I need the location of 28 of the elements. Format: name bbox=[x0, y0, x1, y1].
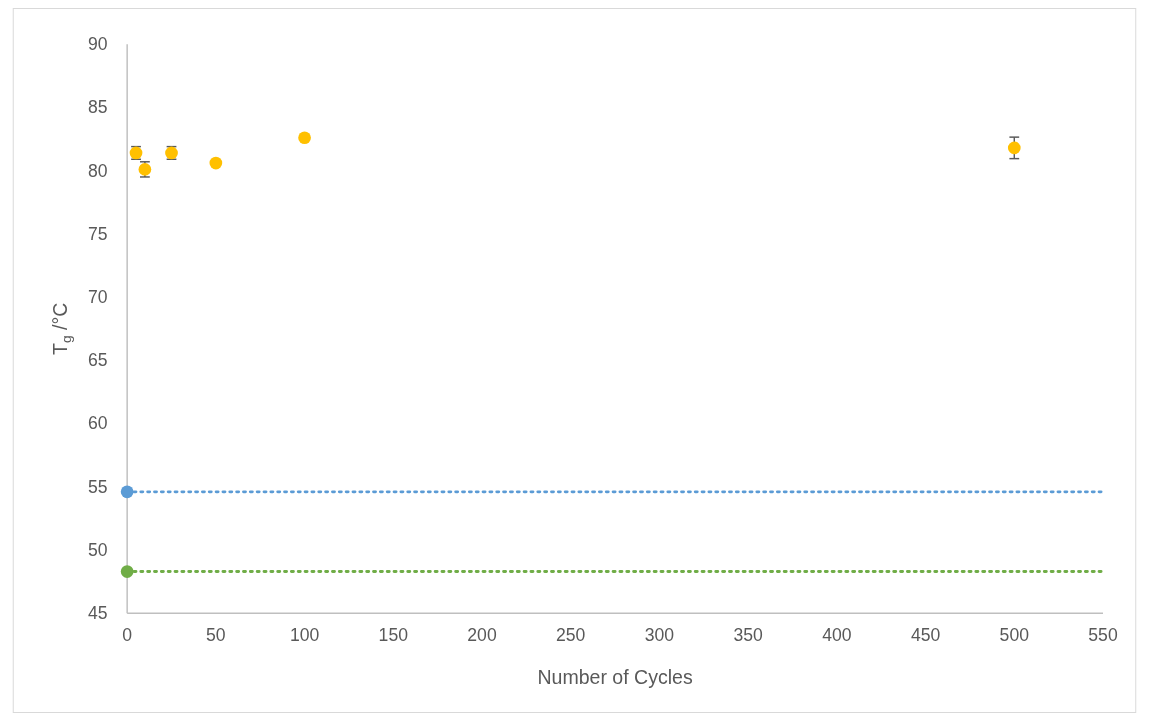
y-tick-label: 80 bbox=[88, 160, 108, 181]
y-tick-label: 85 bbox=[88, 97, 108, 118]
x-tick-label: 50 bbox=[206, 624, 226, 645]
y-tick-label: 75 bbox=[88, 223, 108, 244]
x-tick-label: 200 bbox=[467, 624, 497, 645]
point bbox=[1007, 141, 1021, 155]
x-tick-label: 550 bbox=[1088, 624, 1118, 645]
x-tick-label: 250 bbox=[556, 624, 586, 645]
y-tick-label: 45 bbox=[88, 603, 108, 624]
x-tick-label: 500 bbox=[999, 624, 1030, 645]
y-tick-label: 60 bbox=[88, 413, 108, 434]
y-tick-label: 90 bbox=[88, 34, 108, 55]
y-tick-label: 70 bbox=[88, 286, 108, 307]
x-tick-label: 350 bbox=[733, 624, 764, 645]
y-tick-label: 65 bbox=[88, 350, 108, 371]
point bbox=[120, 485, 134, 499]
y-tick-label: 55 bbox=[88, 476, 108, 497]
x-tick-label: 450 bbox=[910, 624, 941, 645]
x-axis-title: Number of Cycles bbox=[537, 665, 693, 688]
point bbox=[209, 156, 223, 170]
point bbox=[298, 131, 311, 145]
x-tick-label: 100 bbox=[289, 624, 320, 645]
y-tick-label: 50 bbox=[88, 539, 108, 560]
x-tick-label: 0 bbox=[122, 624, 133, 645]
x-tick-label: 150 bbox=[378, 624, 409, 645]
x-tick-label: 300 bbox=[644, 624, 675, 645]
point bbox=[120, 565, 134, 578]
x-tick-label: 400 bbox=[822, 624, 852, 645]
